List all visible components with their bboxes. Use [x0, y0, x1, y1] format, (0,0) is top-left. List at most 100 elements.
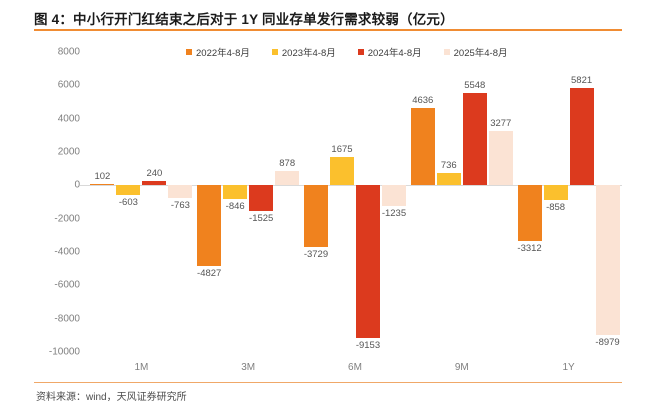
legend-swatch-icon — [186, 49, 192, 55]
bar-value-label: -763 — [170, 200, 190, 212]
bar[interactable] — [381, 185, 406, 206]
bar-slot: -3312 — [517, 52, 542, 352]
bar-group-bars: -3729 1675 -9153 -1235 — [302, 52, 409, 352]
bar-value-label: 1675 — [331, 144, 353, 156]
bar-group-bars: -3312 -858 5821 -8979 — [515, 52, 622, 352]
bar-groups: 102 -603 240 -763 1M -4827 -846 -1525 878 3M -3729… — [88, 52, 622, 373]
bar-value-label: 878 — [279, 157, 296, 169]
legend-item-label: 2025年4-8月 — [453, 48, 508, 59]
legend-item-4[interactable]: 2025年4-8月 — [443, 45, 508, 59]
bar-value-label: -846 — [225, 201, 245, 213]
bar[interactable] — [355, 185, 380, 338]
bar-slot: -603 — [116, 52, 141, 352]
x-axis-category-label: 3M — [241, 362, 256, 373]
bar-value-label: -858 — [546, 201, 566, 213]
bar-slot: 4636 — [410, 52, 435, 352]
bar-slot: -9153 — [356, 52, 380, 352]
bar-group-bars: -4827 -846 -1525 878 — [195, 52, 302, 352]
zero-baseline — [80, 185, 622, 187]
legend-swatch-icon — [271, 49, 278, 55]
y-axis-tick: 8000 — [57, 46, 80, 58]
y-axis-tick: -6000 — [54, 279, 80, 291]
legend-swatch-icon — [443, 49, 450, 55]
legend-item-label: 2024年4-8月 — [367, 48, 422, 59]
chart-legend: 2022年4-8月 2023年4-8月 2024年4-8月 2025年4-8月 — [186, 45, 508, 59]
bar[interactable] — [595, 185, 620, 335]
bar[interactable] — [410, 108, 435, 186]
y-axis-tick: -4000 — [54, 246, 80, 258]
bar-value-label: -3729 — [303, 249, 329, 261]
bar-value-label: 736 — [440, 160, 457, 172]
plot-area: 8000 6000 4000 2000 0 -2000 -4000 -6000 -8000 -10… — [49, 47, 622, 373]
x-axis-category-label: 9M — [454, 362, 469, 373]
bar[interactable] — [142, 181, 167, 186]
bar-slot: 878 — [275, 52, 300, 352]
legend-item-label: 2023年4-8月 — [281, 48, 336, 59]
bar-slot: -858 — [543, 52, 568, 352]
bar-value-label: -8979 — [595, 336, 620, 348]
source-note: 资料来源：wind，天风证券研究所 — [36, 392, 187, 403]
bar[interactable] — [249, 185, 274, 211]
bar[interactable] — [197, 185, 222, 266]
bar-value-label: 102 — [94, 170, 111, 182]
bar-group: -4827 -846 -1525 878 3M — [195, 52, 302, 373]
bar-value-label: -1525 — [249, 212, 274, 224]
bar-group: 4636 736 5548 3277 9M — [408, 52, 515, 373]
bar-value-label: 3277 — [490, 117, 512, 129]
x-axis-category-label: 1Y — [562, 362, 575, 373]
bar[interactable] — [303, 185, 328, 248]
footer-divider — [34, 382, 622, 383]
y-axis-tick: 6000 — [57, 79, 80, 91]
y-axis-tick: 4000 — [57, 113, 80, 125]
bar-slot: -763 — [168, 52, 193, 352]
bar[interactable] — [168, 185, 193, 199]
bar[interactable] — [488, 130, 513, 186]
bar-group: -3729 1675 -9153 -1235 6M — [302, 52, 409, 373]
bar-slot: 3277 — [488, 52, 513, 352]
bar-value-label: 5821 — [571, 75, 593, 87]
bar[interactable] — [569, 88, 594, 186]
bar[interactable] — [543, 185, 568, 200]
title-divider — [34, 29, 622, 31]
bar-slot: 1675 — [329, 52, 354, 352]
bar-group: -3312 -858 5821 -8979 1Y — [515, 52, 622, 373]
bar-value-label: -603 — [118, 197, 138, 209]
page-title: 图 4：中小行开门红结束之后对于 1Y 同业存单发行需求较弱（亿元） — [34, 12, 454, 27]
bar-value-label: -3312 — [517, 242, 542, 254]
bar-slot: -4827 — [197, 52, 221, 352]
bar[interactable] — [90, 183, 115, 186]
legend-item-3[interactable]: 2024年4-8月 — [357, 45, 422, 59]
bar[interactable] — [517, 185, 542, 241]
bar-slot: -846 — [223, 52, 248, 352]
bar[interactable] — [116, 185, 141, 196]
bar-value-label: 5548 — [464, 79, 486, 91]
y-axis-tick: 2000 — [57, 146, 80, 158]
legend-item-label: 2022年4-8月 — [196, 48, 250, 59]
y-axis-tick: -10000 — [48, 346, 80, 358]
x-axis-category-label: 1M — [134, 362, 149, 373]
bar[interactable] — [275, 170, 300, 186]
x-axis-category-label: 6M — [348, 362, 362, 373]
bar-slot: 102 — [90, 52, 115, 352]
bar-slot: 240 — [142, 52, 167, 352]
legend-item-1[interactable]: 2022年4-8月 — [186, 45, 250, 59]
bar-value-label: 240 — [146, 168, 163, 180]
bar-slot: -3729 — [304, 52, 328, 352]
bar-value-label: -1235 — [381, 207, 407, 219]
bar-slot: 5821 — [569, 52, 594, 352]
y-axis-tick: 0 — [74, 179, 80, 191]
bar[interactable] — [436, 173, 461, 186]
y-axis-tick: -8000 — [54, 313, 80, 325]
bar-value-label: -4827 — [197, 267, 222, 279]
bar-group-bars: 4636 736 5548 3277 — [408, 52, 515, 352]
legend-item-2[interactable]: 2023年4-8月 — [271, 45, 336, 59]
bar[interactable] — [462, 92, 487, 186]
bar-value-label: -9153 — [355, 339, 381, 351]
bar[interactable] — [223, 185, 248, 200]
bar-slot: 5548 — [462, 52, 487, 352]
bar-group: 102 -603 240 -763 1M — [88, 52, 195, 373]
bar[interactable] — [329, 157, 354, 186]
bar-group-bars: 102 -603 240 -763 — [88, 52, 195, 352]
bar-value-label: 4636 — [412, 95, 434, 107]
